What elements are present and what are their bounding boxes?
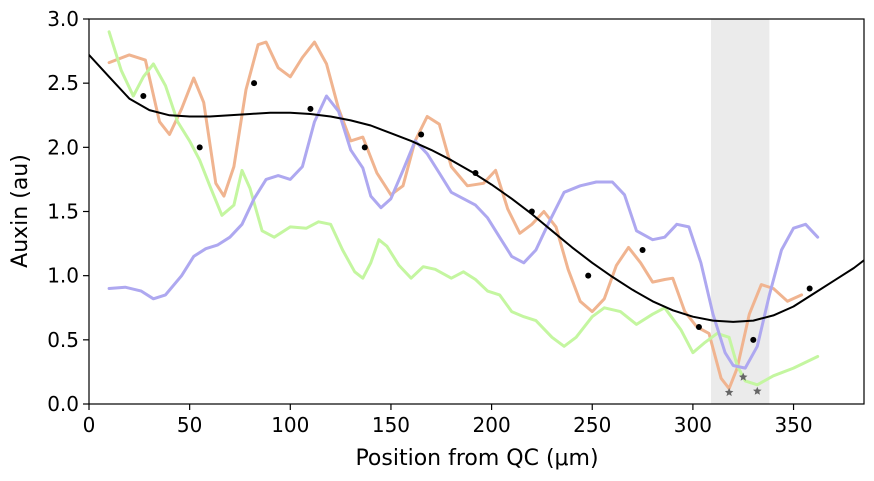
y-axis-label: Auxin (au)	[8, 154, 33, 268]
data-point-0	[140, 93, 147, 99]
data-point-11	[750, 336, 757, 343]
x-axis-label: Position from QC (μm)	[355, 446, 598, 471]
x-tick-label: 350	[774, 413, 812, 437]
data-point-8	[585, 272, 592, 279]
y-tick-label: 2.5	[47, 71, 79, 95]
star-marker-0	[724, 387, 734, 397]
axis-ticks: 0 50 100 150 200 250 300 350 0.0 0.5 1.0 1.5 2.0 2.5 3…	[47, 7, 812, 437]
y-tick-label: 1.0	[47, 264, 79, 288]
data-point-2	[251, 80, 258, 87]
star-marker-2	[753, 386, 762, 395]
series-line-2	[107, 94, 820, 370]
y-tick-label: 3.0	[47, 7, 79, 31]
y-tick-label: 0.0	[47, 392, 79, 416]
x-tick-label: 100	[271, 413, 309, 437]
data-point-5	[418, 131, 425, 138]
star-marker-1	[738, 372, 748, 381]
data-point-3	[307, 105, 314, 112]
y-tick-label: 1.5	[47, 200, 79, 224]
x-tick-label: 200	[473, 413, 511, 437]
data-point-9	[639, 247, 646, 253]
fit-curve	[89, 53, 864, 323]
x-tick-label: 250	[573, 413, 611, 437]
shaded-region	[711, 19, 770, 404]
data-point-12	[806, 285, 813, 292]
series-line-0	[107, 40, 804, 391]
x-tick-label: 150	[372, 413, 410, 437]
x-tick-label: 300	[674, 413, 712, 437]
x-tick-label: 50	[177, 413, 202, 437]
plot-area	[89, 19, 864, 404]
data-point-10	[695, 324, 702, 330]
x-tick-label: 0	[83, 413, 96, 437]
data-point-1	[196, 144, 203, 151]
data-point-4	[361, 144, 368, 151]
series-line-1	[107, 30, 820, 387]
y-tick-label: 2.0	[47, 135, 79, 159]
y-tick-label: 0.5	[47, 328, 79, 352]
